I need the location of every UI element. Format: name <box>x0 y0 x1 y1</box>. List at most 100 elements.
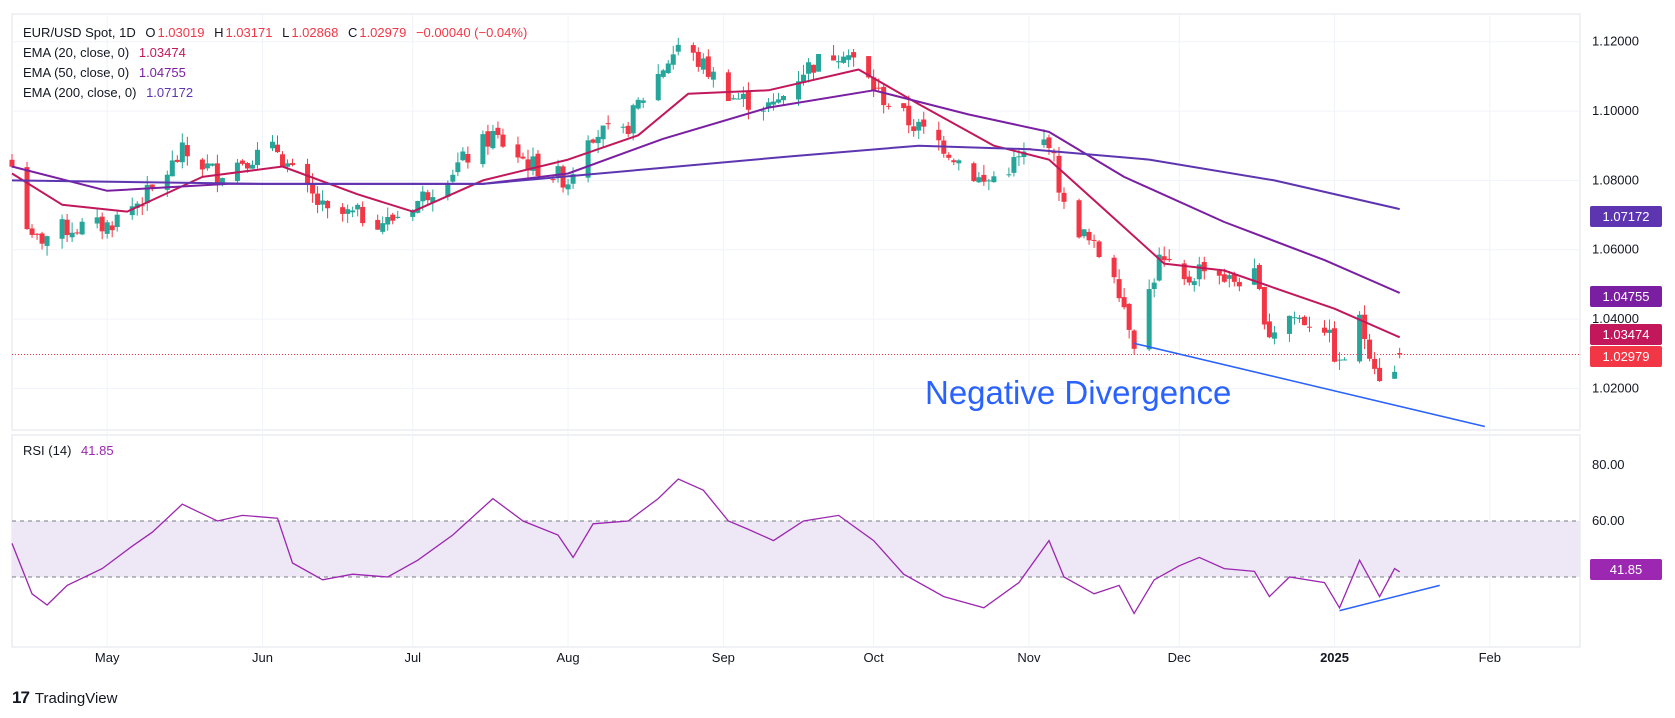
candle-body <box>1056 155 1062 193</box>
ema20-line <box>11 68 1401 339</box>
candle-body <box>921 119 927 127</box>
close-value: 1.02979 <box>359 25 407 40</box>
candle-body <box>1291 317 1297 319</box>
candle-body <box>1006 174 1012 176</box>
candle-body <box>1327 329 1333 333</box>
price-pane-frame <box>11 13 1581 431</box>
candle-body <box>44 236 50 246</box>
candle-body <box>1362 314 1368 340</box>
candle-body <box>620 126 626 128</box>
candle-body <box>1372 358 1378 369</box>
candle-body <box>730 98 736 100</box>
ema20-label: EMA (20, close, 0) <box>23 45 130 60</box>
candle-body <box>971 163 977 182</box>
time-tick-label: Aug <box>556 650 579 665</box>
candle-body <box>876 87 882 89</box>
change-value: −0.00040 (−0.04%) <box>415 25 528 40</box>
rsi-band <box>12 521 1580 577</box>
candle-body <box>780 95 786 101</box>
candle-body <box>174 159 180 162</box>
candle-body <box>871 77 877 91</box>
candle-body <box>1011 157 1017 173</box>
ema50-value: 1.04755 <box>138 65 186 80</box>
candle-body <box>1231 274 1237 282</box>
ema50-legend: EMA (50, close, 0) 1.04755 <box>23 63 192 82</box>
ema200-line <box>11 144 1400 211</box>
candle-body <box>1357 314 1363 362</box>
candle-body <box>1201 261 1207 272</box>
symbol-legend: EUR/USD Spot, 1D O 1.03019 H 1.03171 L 1.02… <box>23 23 539 42</box>
candle-body <box>735 98 741 100</box>
candle-body <box>655 73 661 101</box>
rsi-trendline <box>1339 584 1440 612</box>
candle-body <box>144 184 150 204</box>
candle-body <box>700 58 706 70</box>
candle-body <box>425 192 431 201</box>
candle-body <box>285 163 291 167</box>
candle-body <box>1081 229 1087 237</box>
ema20-legend: EMA (20, close, 0) 1.03474 <box>23 43 192 62</box>
candle-body <box>1131 330 1137 349</box>
candle-body <box>585 140 591 178</box>
ema200-value: 1.07172 <box>146 85 194 100</box>
candle-body <box>831 55 837 61</box>
candle-body <box>1046 137 1052 148</box>
candle-body <box>1181 263 1187 280</box>
candle-body <box>59 219 65 239</box>
rsi-value-badge: 41.85 <box>1590 559 1662 580</box>
candle-body <box>1121 297 1127 308</box>
candle-body <box>1116 279 1122 299</box>
candle-body <box>219 178 225 184</box>
ema50-label: EMA (50, close, 0) <box>23 65 130 80</box>
price-trendline <box>1133 342 1485 428</box>
price-tick-label: 1.10000 <box>1592 103 1639 118</box>
candle-body <box>340 207 346 214</box>
candle-body <box>705 56 711 77</box>
candle-body <box>290 163 296 166</box>
candle-body <box>846 55 852 60</box>
candle-body <box>29 228 35 235</box>
ema50-price-badge: 1.04755 <box>1590 286 1662 307</box>
tradingview-logo[interactable]: 17 TradingView <box>12 688 117 708</box>
candle-body <box>204 163 210 169</box>
ema20-value: 1.03474 <box>138 45 186 60</box>
candle-body <box>600 125 606 140</box>
candle-body <box>1166 258 1172 261</box>
candle-body <box>390 214 396 221</box>
candle-body <box>500 134 506 147</box>
high-value: 1.03171 <box>225 25 273 40</box>
candle-body <box>345 209 351 214</box>
candle-body <box>765 102 771 109</box>
candle-body <box>660 70 666 77</box>
candle-body <box>1196 264 1202 280</box>
time-tick-label: May <box>95 650 120 665</box>
candle-body <box>851 52 857 58</box>
candle-body <box>1096 241 1102 257</box>
time-tick-label: Sep <box>712 650 735 665</box>
candle-body <box>881 86 887 106</box>
candle-body <box>1266 321 1272 338</box>
candle-body <box>590 139 596 143</box>
candle-body <box>670 54 676 65</box>
candle-body <box>109 225 115 231</box>
candle-body <box>244 162 250 169</box>
candle-body <box>1251 268 1257 285</box>
candle-body <box>565 184 571 190</box>
candle-body <box>515 144 521 158</box>
candle-body <box>415 200 421 213</box>
candle-body <box>1397 353 1403 355</box>
high-label: H <box>214 25 224 40</box>
candle-body <box>239 160 245 164</box>
candle-body <box>525 159 531 171</box>
candle-body <box>350 210 356 213</box>
candle-body <box>485 131 491 147</box>
candle-body <box>1256 264 1262 290</box>
candle-body <box>725 72 731 102</box>
candle-body <box>495 127 501 135</box>
price-tick-label: 1.02000 <box>1592 380 1639 395</box>
candle-body <box>1146 289 1152 350</box>
time-tick-label: Dec <box>1168 650 1192 665</box>
candle-body <box>1301 316 1307 326</box>
candle-body <box>775 99 781 103</box>
